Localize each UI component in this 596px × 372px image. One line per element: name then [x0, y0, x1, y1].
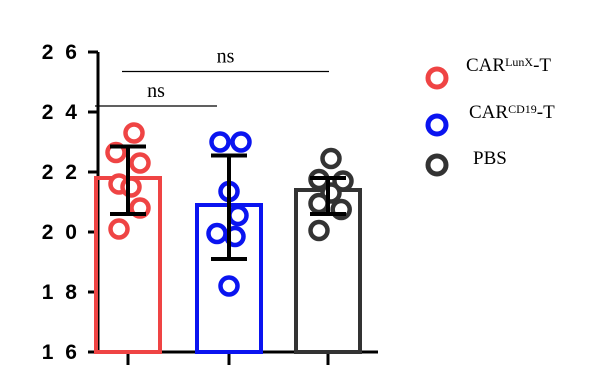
- data-point: [129, 152, 151, 174]
- y-tick-label: 2 2: [42, 161, 80, 184]
- legend-marker: [425, 113, 449, 137]
- legend-marker: [425, 153, 449, 177]
- legend-item: PBS: [425, 148, 507, 177]
- data-point: [227, 204, 249, 227]
- data-point: [108, 218, 130, 240]
- legend-marker: [425, 66, 449, 90]
- y-tick-label: 2 4: [42, 101, 80, 124]
- significance-label: ns: [147, 80, 165, 102]
- legend-label-main: CAR: [466, 55, 505, 76]
- data-point: [230, 131, 252, 153]
- data-point: [218, 275, 240, 297]
- legend-label-superscript: CD19: [508, 102, 537, 116]
- data-point: [308, 192, 330, 215]
- y-tick-label: 1 6: [42, 341, 80, 364]
- data-point: [120, 176, 142, 198]
- legend-label-suffix: -T: [537, 102, 555, 123]
- legend-item: CARLunX-T: [425, 55, 551, 90]
- significance-label: ns: [217, 46, 235, 68]
- legend-label: PBS: [473, 148, 507, 169]
- legend-label-main: CAR: [469, 102, 508, 123]
- data-point: [308, 219, 330, 242]
- legend-item: CARCD19-T: [425, 102, 555, 137]
- data-point: [123, 122, 145, 144]
- legend-label: CARLunX-T: [466, 55, 551, 76]
- data-point: [206, 222, 228, 245]
- legend-label-main: PBS: [473, 148, 507, 169]
- legend-label: CARCD19-T: [469, 102, 555, 123]
- data-point: [209, 131, 231, 153]
- y-tick-label: 2 0: [42, 221, 80, 244]
- series-group: [94, 122, 162, 354]
- series-group: [195, 131, 263, 354]
- y-tick-label: 1 8: [42, 281, 80, 304]
- legend-label-suffix: -T: [533, 55, 551, 76]
- data-point: [320, 147, 342, 170]
- legend-label-superscript: LunX: [505, 55, 533, 69]
- series-group: [294, 147, 362, 354]
- y-tick-label: 2 6: [42, 41, 80, 64]
